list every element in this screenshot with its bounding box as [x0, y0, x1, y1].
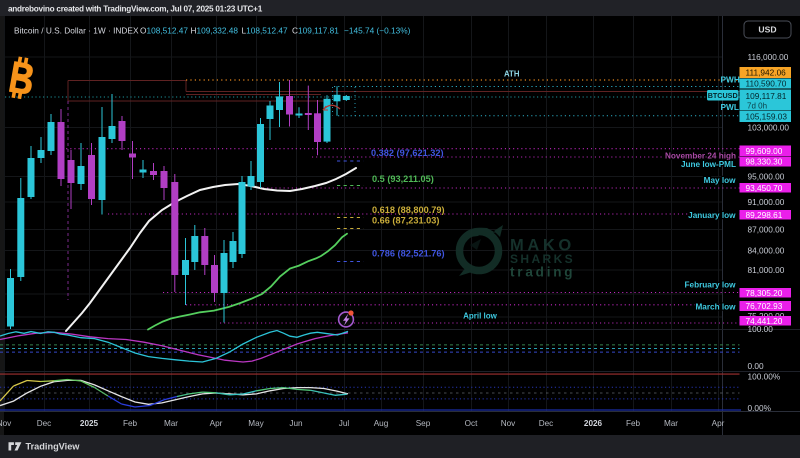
- svg-text:C109,117.81: C109,117.81: [292, 26, 339, 36]
- svg-text:May: May: [248, 419, 264, 428]
- svg-text:MAKO: MAKO: [510, 237, 575, 255]
- svg-text:Jul: Jul: [339, 419, 350, 428]
- svg-text:andrebovino created with Tradi: andrebovino created with TradingView.com…: [8, 5, 263, 14]
- svg-text:110,590.70: 110,590.70: [746, 79, 787, 89]
- svg-text:Oct: Oct: [465, 419, 478, 428]
- svg-text:103,000.00: 103,000.00: [748, 123, 790, 133]
- svg-text:June low-PML: June low-PML: [681, 160, 736, 169]
- svg-text:Mar: Mar: [164, 419, 178, 428]
- svg-text:0.618 (88,800.79): 0.618 (88,800.79): [372, 205, 445, 215]
- svg-text:Feb: Feb: [626, 419, 641, 428]
- svg-text:0.5 (93,211.05): 0.5 (93,211.05): [372, 174, 434, 184]
- svg-text:USD: USD: [758, 25, 776, 35]
- svg-text:PWH: PWH: [721, 75, 740, 85]
- svg-text:H109,332.48: H109,332.48: [191, 26, 239, 36]
- svg-text:trading: trading: [510, 265, 575, 280]
- svg-text:−145.74 (−0.13%): −145.74 (−0.13%): [344, 26, 411, 36]
- svg-text:93,450.70: 93,450.70: [746, 183, 783, 193]
- svg-text:99,609.00: 99,609.00: [746, 146, 783, 156]
- svg-text:98,330.30: 98,330.30: [746, 157, 783, 167]
- svg-text:Bitcoin / U.S. Dollar · 1W · I: Bitcoin / U.S. Dollar · 1W · INDEX: [14, 26, 139, 36]
- svg-text:Dec: Dec: [37, 419, 52, 428]
- svg-text:January low: January low: [688, 211, 736, 220]
- svg-text:Apr: Apr: [210, 419, 223, 428]
- svg-text:Jun: Jun: [289, 419, 303, 428]
- svg-text:May low: May low: [704, 176, 736, 185]
- svg-text:95,000.00: 95,000.00: [748, 172, 785, 182]
- svg-text:2025: 2025: [80, 419, 99, 428]
- svg-text:April low: April low: [463, 312, 498, 321]
- svg-text:BTCUSD: BTCUSD: [708, 91, 738, 100]
- svg-text:84,000.00: 84,000.00: [748, 246, 785, 256]
- svg-text:L108,512.47: L108,512.47: [242, 26, 289, 36]
- svg-text:Sep: Sep: [416, 419, 431, 428]
- svg-text:109,117.81: 109,117.81: [746, 91, 787, 101]
- svg-text:100.00%: 100.00%: [748, 372, 781, 382]
- svg-text:0.00: 0.00: [748, 361, 765, 371]
- svg-text:89,298.61: 89,298.61: [746, 210, 783, 220]
- svg-text:81,000.00: 81,000.00: [748, 265, 785, 275]
- svg-text:November 24 high: November 24 high: [665, 152, 736, 161]
- svg-text:TradingView: TradingView: [26, 441, 81, 451]
- svg-text:February low: February low: [685, 281, 737, 290]
- svg-text:76,702.93: 76,702.93: [746, 301, 783, 311]
- svg-text:87,000.00: 87,000.00: [748, 225, 785, 235]
- svg-text:116,000.00: 116,000.00: [748, 52, 789, 62]
- svg-text:O108,512.47: O108,512.47: [140, 26, 188, 36]
- svg-text:SHARKS: SHARKS: [510, 252, 575, 266]
- svg-text:7d 0h: 7d 0h: [747, 102, 767, 111]
- svg-text:100.00: 100.00: [748, 324, 774, 334]
- svg-text:78,305.20: 78,305.20: [746, 288, 783, 298]
- svg-text:0.66 (87,231.03): 0.66 (87,231.03): [372, 216, 439, 226]
- svg-text:Nov: Nov: [501, 419, 516, 428]
- svg-text:ATH: ATH: [504, 70, 520, 79]
- svg-text:PWL: PWL: [721, 102, 739, 112]
- svg-text:0.382 (97,621.32): 0.382 (97,621.32): [371, 148, 444, 158]
- svg-text:0.00%: 0.00%: [748, 403, 772, 413]
- svg-text:105,159.03: 105,159.03: [746, 112, 788, 122]
- svg-text:2026: 2026: [584, 419, 603, 428]
- svg-text:March low: March low: [695, 303, 736, 312]
- svg-text:Aug: Aug: [374, 419, 389, 428]
- svg-text:0.786 (82,521.76): 0.786 (82,521.76): [372, 249, 445, 259]
- svg-text:111,942.06: 111,942.06: [746, 68, 787, 78]
- svg-text:74,441.20: 74,441.20: [746, 316, 783, 326]
- svg-text:Apr: Apr: [712, 419, 725, 428]
- svg-text:Mar: Mar: [664, 419, 678, 428]
- svg-text:91,000.00: 91,000.00: [748, 197, 785, 207]
- svg-text:Feb: Feb: [123, 419, 138, 428]
- svg-text:Nov: Nov: [0, 419, 12, 428]
- svg-text:Dec: Dec: [539, 419, 554, 428]
